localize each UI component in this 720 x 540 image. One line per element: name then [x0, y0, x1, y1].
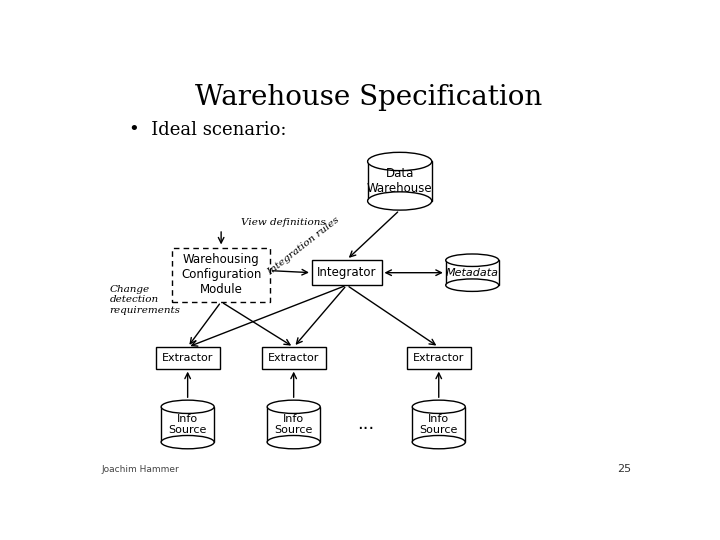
Text: Info
Source: Info Source: [274, 414, 313, 435]
Text: Change
detection
requirements: Change detection requirements: [109, 285, 181, 315]
Text: Extractor: Extractor: [162, 353, 213, 363]
Text: Warehouse Specification: Warehouse Specification: [195, 84, 543, 111]
Ellipse shape: [161, 400, 214, 414]
Text: Joachim Hammer: Joachim Hammer: [101, 465, 179, 474]
Ellipse shape: [267, 400, 320, 414]
Text: •  Ideal scenario:: • Ideal scenario:: [129, 121, 287, 139]
Text: Extractor: Extractor: [268, 353, 320, 363]
Text: Extractor: Extractor: [413, 353, 464, 363]
Text: View definitions: View definitions: [240, 218, 325, 227]
Ellipse shape: [368, 152, 432, 171]
Ellipse shape: [446, 279, 499, 292]
Text: Integrator: Integrator: [317, 266, 377, 279]
Text: Data
Warehouse: Data Warehouse: [367, 167, 433, 195]
Ellipse shape: [267, 435, 320, 449]
Text: ...: ...: [358, 415, 375, 434]
Text: Info
Source: Info Source: [168, 414, 207, 435]
Text: 25: 25: [617, 464, 631, 474]
Text: Warehousing
Configuration
Module: Warehousing Configuration Module: [181, 253, 261, 296]
Bar: [267, 407, 320, 442]
Ellipse shape: [413, 400, 465, 414]
Bar: [407, 347, 471, 369]
Bar: [413, 407, 465, 442]
Text: Info
Source: Info Source: [420, 414, 458, 435]
Bar: [368, 161, 432, 201]
Bar: [156, 347, 220, 369]
Ellipse shape: [413, 435, 465, 449]
Bar: [446, 260, 499, 285]
Bar: [261, 347, 325, 369]
Bar: [161, 407, 214, 442]
Ellipse shape: [446, 254, 499, 266]
Text: Metadata: Metadata: [446, 268, 499, 278]
Bar: [312, 260, 382, 285]
Ellipse shape: [368, 192, 432, 210]
Ellipse shape: [161, 435, 214, 449]
Text: Integration rules: Integration rules: [266, 215, 341, 276]
Bar: [172, 248, 270, 302]
